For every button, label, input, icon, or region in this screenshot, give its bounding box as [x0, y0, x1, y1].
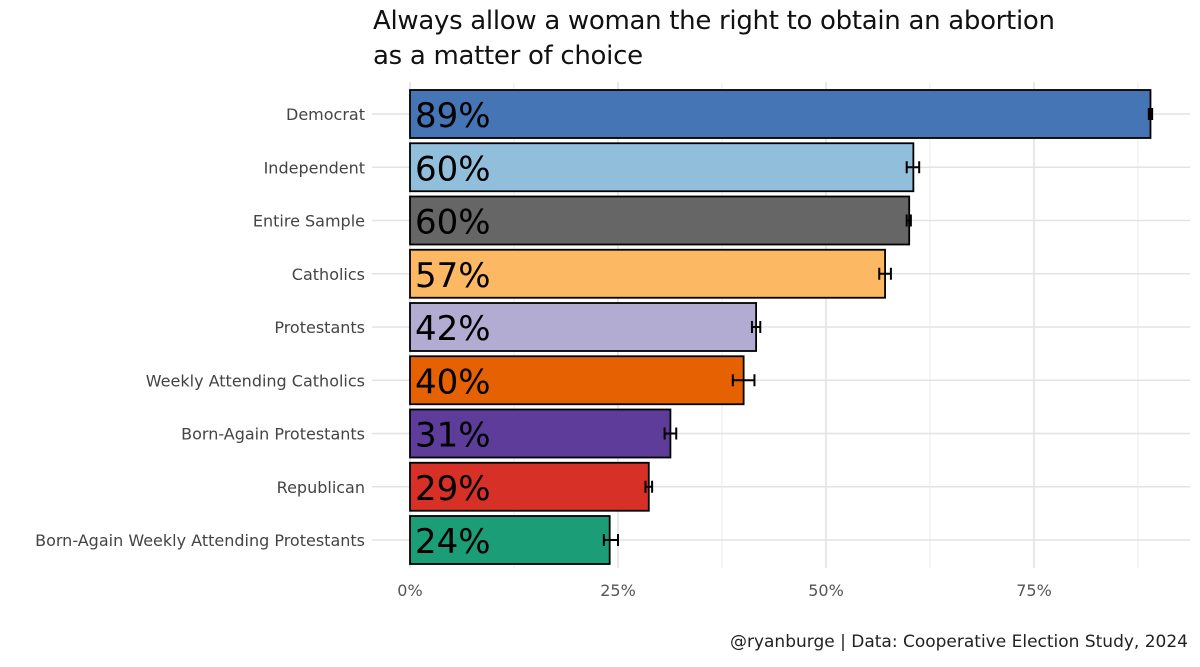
bar: [409, 195, 911, 246]
x-tick-label: 75%: [1016, 581, 1052, 600]
chart-caption: @ryanburge | Data: Cooperative Election …: [729, 632, 1188, 652]
bar-value-label: 57%: [415, 256, 491, 296]
category-label: Born-Again Weekly Attending Protestants: [35, 531, 365, 550]
x-tick-label: 0%: [397, 581, 422, 600]
chart-title-line-2: as a matter of choice: [373, 41, 643, 71]
bar-value-label: 42%: [415, 309, 491, 349]
bar: [409, 142, 915, 193]
bar-value-label: 89%: [415, 96, 491, 136]
chart-title-line-1: Always allow a woman the right to obtain…: [373, 6, 1055, 36]
bar: [409, 248, 886, 299]
category-label: Born-Again Protestants: [181, 425, 365, 444]
category-label: Republican: [277, 478, 365, 497]
bar-value-label: 29%: [415, 469, 491, 509]
bar-value-label: 31%: [415, 416, 491, 456]
category-label: Protestants: [274, 318, 365, 337]
category-label: Democrat: [286, 105, 365, 124]
bar: [409, 408, 672, 459]
bar: [409, 515, 611, 565]
bar-value-label: 40%: [415, 362, 491, 402]
x-tick-label: 50%: [808, 581, 844, 600]
category-label: Entire Sample: [253, 212, 365, 231]
bar: [409, 461, 650, 512]
bar-value-label: 60%: [415, 203, 491, 243]
bar-value-label: 60%: [415, 149, 491, 189]
chart-title: Always allow a woman the right to obtain…: [373, 4, 1173, 74]
bar-value-label: 24%: [415, 522, 491, 562]
category-label: Catholics: [292, 265, 365, 284]
category-label: Weekly Attending Catholics: [146, 371, 365, 390]
bar: [409, 302, 758, 352]
x-tick-label: 25%: [600, 581, 636, 600]
category-label: Independent: [264, 158, 365, 177]
bar: [409, 355, 745, 406]
bar: [409, 89, 1152, 139]
